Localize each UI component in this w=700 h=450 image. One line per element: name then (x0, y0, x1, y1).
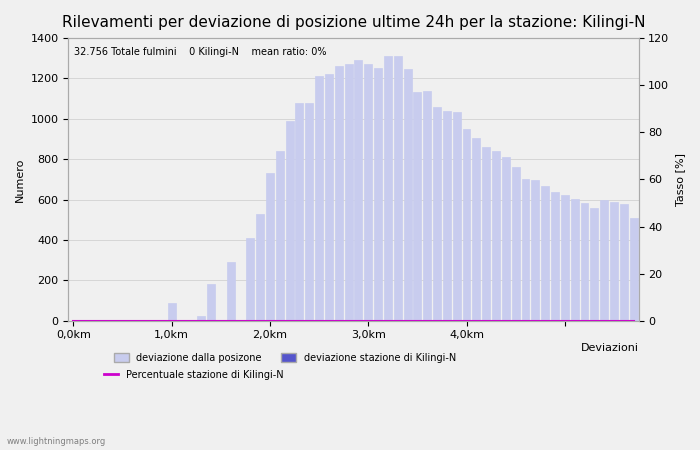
Percentuale stazione di Kilingi-N (610, 318, 618, 324)
Bar (374, 68, 382, 321)
Bar (531, 180, 539, 321)
Bar (551, 192, 559, 321)
Bar (463, 129, 470, 321)
Bar (394, 56, 402, 321)
Bar (344, 64, 353, 321)
Bar (197, 315, 205, 321)
Bar (207, 284, 215, 321)
Bar (246, 238, 254, 321)
Bar (433, 107, 441, 321)
Bar (482, 147, 490, 321)
Percentuale stazione di Kilingi-N (442, 318, 451, 324)
Bar (630, 218, 638, 321)
Bar (364, 64, 372, 321)
Bar (335, 66, 343, 321)
Percentuale stazione di Kilingi-N (197, 318, 205, 324)
Bar (227, 262, 235, 321)
Bar (325, 74, 333, 321)
Y-axis label: Numero: Numero (15, 157, 25, 202)
Bar (601, 200, 608, 321)
Bar (453, 112, 461, 321)
Percentuale stazione di Kilingi-N (69, 318, 78, 324)
Bar (315, 76, 323, 321)
Text: 32.756 Totale fulmini    0 Kilingi-N    mean ratio: 0%: 32.756 Totale fulmini 0 Kilingi-N mean r… (74, 47, 327, 57)
Bar (414, 92, 421, 321)
Bar (590, 207, 598, 321)
Legend: Percentuale stazione di Kilingi-N: Percentuale stazione di Kilingi-N (100, 366, 288, 384)
Bar (512, 167, 519, 321)
Percentuale stazione di Kilingi-N (206, 318, 215, 324)
Text: Deviazioni: Deviazioni (580, 343, 638, 353)
Bar (424, 90, 431, 321)
Percentuale stazione di Kilingi-N (482, 318, 491, 324)
Percentuale stazione di Kilingi-N (629, 318, 638, 324)
Bar (610, 202, 618, 321)
Text: www.lightningmaps.org: www.lightningmaps.org (7, 436, 106, 446)
Bar (305, 103, 313, 321)
Bar (286, 121, 293, 321)
Bar (473, 138, 480, 321)
Bar (266, 173, 274, 321)
Bar (384, 56, 392, 321)
Bar (522, 180, 529, 321)
Bar (276, 151, 284, 321)
Bar (256, 214, 264, 321)
Percentuale stazione di Kilingi-N (541, 318, 550, 324)
Bar (570, 198, 579, 321)
Bar (354, 60, 363, 321)
Bar (541, 186, 549, 321)
Bar (492, 151, 500, 321)
Bar (404, 69, 412, 321)
Bar (502, 157, 510, 321)
Title: Rilevamenti per deviazione di posizione ultime 24h per la stazione: Kilingi-N: Rilevamenti per deviazione di posizione … (62, 15, 645, 30)
Bar (561, 194, 569, 321)
Y-axis label: Tasso [%]: Tasso [%] (675, 153, 685, 206)
Bar (620, 204, 628, 321)
Bar (168, 302, 176, 321)
Bar (580, 202, 589, 321)
Bar (295, 103, 303, 321)
Bar (443, 111, 451, 321)
